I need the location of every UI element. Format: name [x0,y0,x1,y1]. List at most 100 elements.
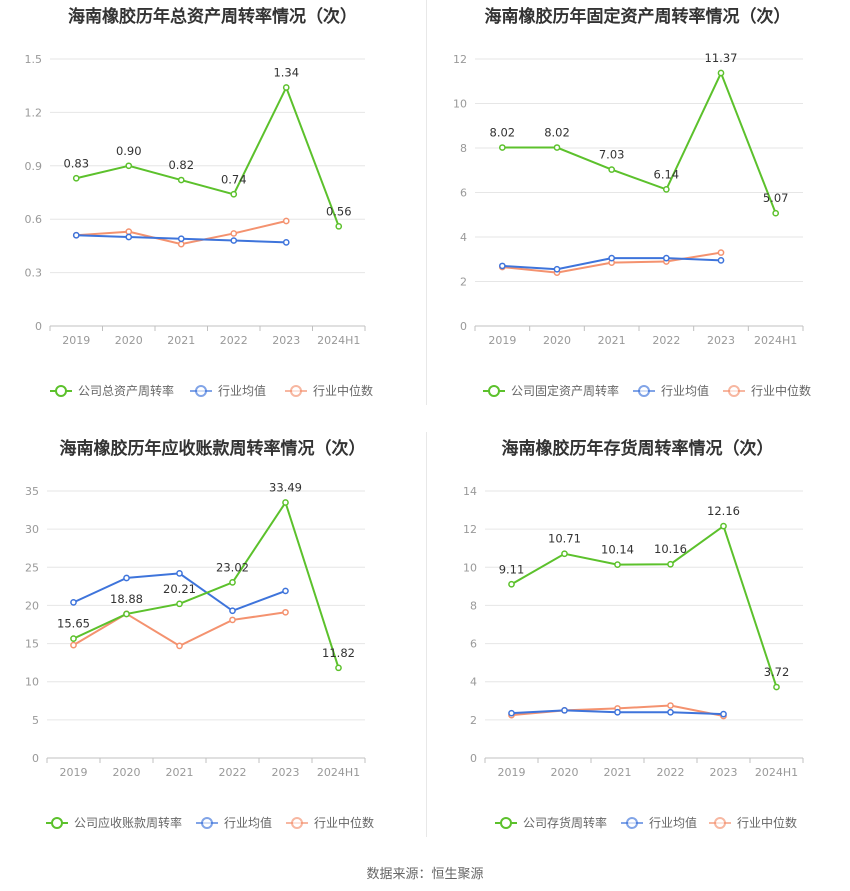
x-tick-label: 2023 [710,766,738,779]
x-tick-label: 2020 [115,334,143,347]
chart-svg: 0 5 10 15 20 25 30 35 2019 2020 2021 2022 2023 2024H1… [25,481,374,830]
data-point-company [772,209,780,217]
legend-marker-avg [195,385,207,397]
legend-marker-avg [626,817,638,829]
y-tick-label: 10 [453,98,467,111]
data-point-median [717,249,725,256]
x-tick-label: 2022 [219,766,247,779]
x-tick-label: 2021 [166,766,194,779]
data-label: 15.65 [57,617,90,631]
y-tick-label: 1.2 [25,106,43,119]
legend-marker-median [291,817,303,829]
x-tick-label: 2022 [220,334,248,347]
legend-label-median: 行业中位数 [313,383,373,398]
y-tick-label: 6 [460,187,467,200]
data-label: 8.02 [490,126,516,140]
data-point-company [667,560,674,568]
x-tick-label: 2019 [60,766,88,779]
x-tick-label: 2020 [113,766,141,779]
data-point-company [614,561,621,568]
y-tick-label: 8 [460,142,467,155]
data-point-company [335,664,342,672]
data-point-company [230,190,238,198]
chart-title: 海南橡胶历年总资产周转率情况（次） [68,7,357,27]
data-point-avg [662,254,670,262]
data-point-company [123,610,130,618]
x-tick-label: 2021 [604,766,632,779]
data-label: 3.72 [764,665,790,679]
data-point-company [70,635,77,642]
data-point-company [125,162,133,170]
series-line-company [502,70,777,214]
panel-divider-bottom [426,432,427,837]
legend-label-company: 公司存货周转率 [523,815,607,830]
data-point-avg [561,706,568,714]
x-tick-label: 2022 [652,334,680,347]
data-label: 11.82 [322,646,355,660]
y-tick-label: 8 [470,599,477,612]
data-label: 18.88 [110,592,143,606]
data-point-company [553,144,561,151]
data-point-avg [667,708,674,716]
legend-marker-company [488,385,500,397]
legend-marker-median [714,817,726,829]
y-tick-label: 1.5 [25,53,43,66]
data-label: 10.14 [601,543,634,557]
x-tick-label: 2019 [62,334,90,347]
data-point-avg [608,254,616,262]
data-point-median [177,240,185,248]
data-point-company [498,144,506,151]
series-line-median [72,611,286,647]
legend-marker-median [728,385,740,397]
data-point-avg [282,587,289,595]
series-line-company [73,500,340,669]
legend-marker-median [290,385,302,397]
data-point-avg [508,709,515,717]
data-label: 10.16 [654,542,687,556]
data-label: 33.49 [269,481,302,495]
data-point-avg [70,599,77,606]
y-tick-label: 0.6 [25,213,43,226]
x-tick-label: 2019 [488,334,516,347]
chart-fixed-asset-turnover: 海南橡胶历年固定资产周转率情况（次） 0 2 4 6 8 10 12 2019 2020 2021… [425,0,850,430]
data-label: 0.74 [221,172,247,186]
series-line-company [511,524,778,688]
data-point-avg [553,265,561,273]
legend-label-avg: 行业均值 [649,815,697,830]
x-tick-label: 2021 [598,334,626,347]
series-line-company [76,84,340,227]
y-tick-label: 0.9 [25,160,43,173]
data-point-avg [720,710,727,718]
data-point-avg [229,607,236,615]
chart-svg: 0 0.3 0.6 0.9 1.2 1.5 2019 2020 2021 2022 2023 2024… [25,53,374,398]
y-tick-label: 35 [25,485,39,498]
data-point-avg [177,235,185,243]
y-tick-label: 10 [25,676,39,689]
data-point-company [72,174,80,182]
data-point-company [773,683,780,691]
y-tick-label: 2 [470,714,477,727]
legend-label-avg: 行业均值 [224,815,272,830]
legend-label-avg: 行业均值 [661,383,709,398]
chart-inventory-turnover: 海南橡胶历年存货周转率情况（次） 0 2 4 6 8 10 12 14 2019 2020 2021… [425,432,850,862]
y-tick-label: 15 [25,638,39,651]
data-label: 0.90 [116,144,142,158]
data-point-company [176,600,183,608]
data-label: 11.37 [705,51,738,65]
data-point-avg [717,257,725,264]
x-tick-label: 2024H1 [317,334,360,347]
x-tick-label: 2021 [167,334,195,347]
data-point-company [282,84,290,91]
chart-svg: 0 2 4 6 8 10 12 14 2019 2020 2021 2022 2023 2024H1 9.1… [463,485,804,830]
data-label: 0.83 [63,156,89,170]
x-tick-label: 2022 [657,766,685,779]
y-tick-label: 10 [463,561,477,574]
legend-marker-avg [201,817,213,829]
x-tick-label: 2020 [543,334,571,347]
y-tick-label: 0 [460,320,467,333]
data-point-avg [72,231,80,239]
x-tick-label: 2023 [272,334,300,347]
x-tick-label: 2024H1 [755,766,798,779]
x-tick-label: 2023 [272,766,300,779]
data-point-median [667,702,674,709]
